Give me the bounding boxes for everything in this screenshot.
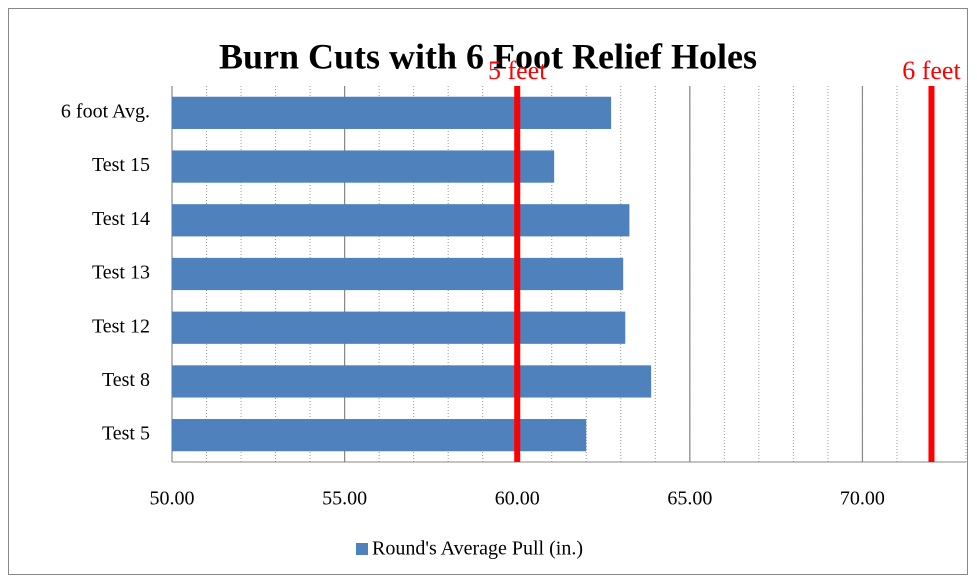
y-tick-label: Test 12 (92, 315, 150, 337)
legend-swatch (356, 543, 368, 555)
y-tick-label: Test 13 (92, 262, 150, 284)
y-tick-label: Test 8 (102, 369, 150, 391)
x-tick-label: 50.00 (150, 488, 195, 510)
y-tick-label: Test 14 (92, 208, 150, 230)
bar (172, 257, 624, 291)
bar (172, 311, 626, 344)
chart-title: Burn Cuts with 6 Foot Relief Holes (219, 36, 757, 76)
reference-label: 5 feet (488, 56, 547, 85)
x-tick-label: 55.00 (322, 488, 367, 510)
bar (172, 365, 652, 398)
bar (172, 204, 630, 237)
legend-label: Round's Average Pull (in.) (372, 538, 583, 560)
bar (172, 96, 612, 129)
y-tick-label: Test 5 (102, 423, 150, 445)
y-tick-label: 6 foot Avg. (61, 100, 150, 122)
reference-label: 6 feet (902, 56, 961, 85)
bar (172, 419, 587, 452)
y-tick-label: Test 15 (92, 154, 150, 176)
x-tick-label: 65.00 (667, 488, 712, 510)
x-tick-label: 70.00 (840, 488, 885, 510)
bar (172, 150, 555, 183)
x-tick-label: 60.00 (495, 488, 540, 510)
